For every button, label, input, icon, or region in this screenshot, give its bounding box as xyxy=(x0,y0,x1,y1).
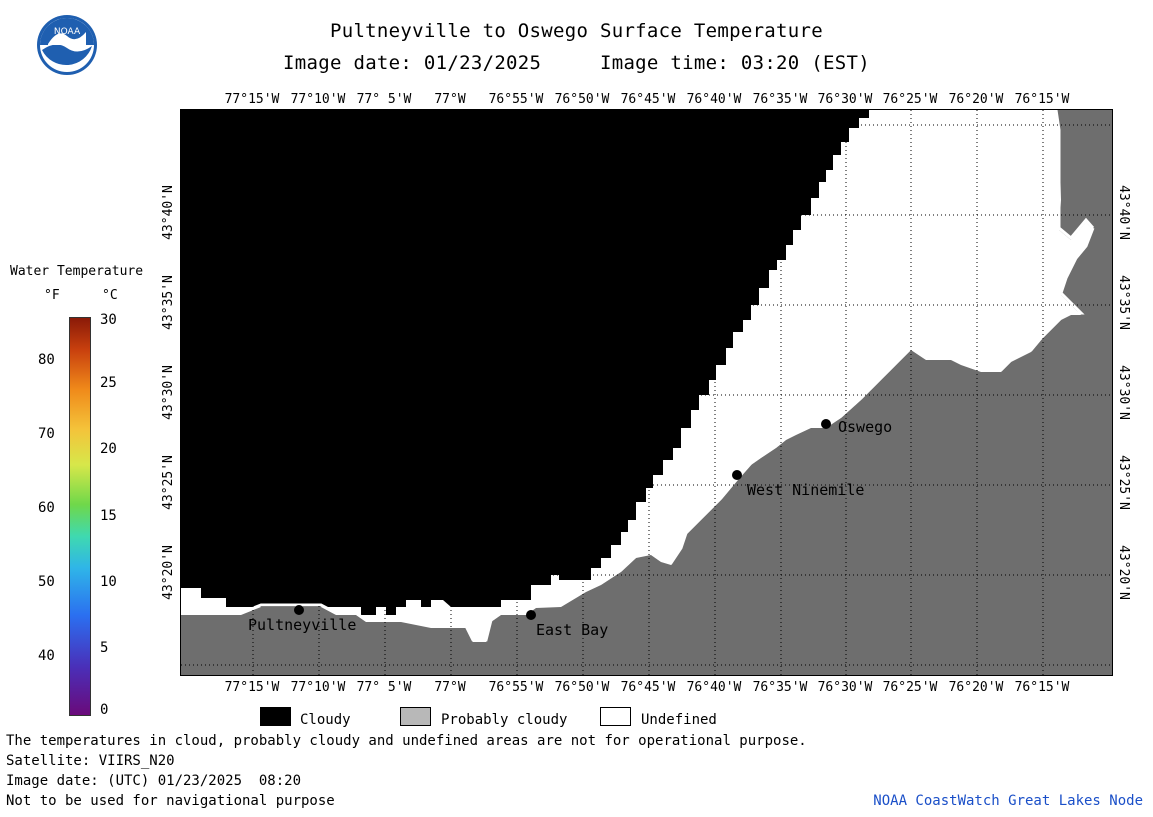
place-label-west-ninemile: West Ninemile xyxy=(747,481,865,499)
map-canvas xyxy=(181,110,1112,675)
c-tick: 25 xyxy=(100,375,117,391)
lon-label: 76°15'W xyxy=(1014,92,1070,107)
lon-label: 76°40'W xyxy=(686,680,742,695)
legend-label-undefined: Undefined xyxy=(641,712,717,728)
lon-label: 77°10'W xyxy=(290,92,346,107)
lon-label: 77°15'W xyxy=(224,680,280,695)
lat-label: 43°40'N xyxy=(160,185,176,240)
f-tick: 60 xyxy=(38,500,55,516)
c-tick: 30 xyxy=(100,312,117,328)
place-marker-oswego xyxy=(821,419,831,429)
legend-swatch-probably-cloudy xyxy=(400,707,431,726)
place-marker-east-bay xyxy=(526,610,536,620)
f-tick: 40 xyxy=(38,648,55,664)
lon-label: 76°30'W xyxy=(817,680,873,695)
place-label-oswego: Oswego xyxy=(838,418,893,436)
lon-label: 76°45'W xyxy=(620,680,676,695)
lon-label: 77°10'W xyxy=(290,680,346,695)
lon-label: 76°30'W xyxy=(817,92,873,107)
footer-note: The temperatures in cloud, probably clou… xyxy=(6,733,807,749)
place-marker-pultneyville xyxy=(294,605,304,615)
image-date-time: Image date: 01/23/2025 Image time: 03:20… xyxy=(283,52,870,74)
f-tick: 80 xyxy=(38,352,55,368)
f-tick: 70 xyxy=(38,426,55,442)
lon-label: 77° 5'W xyxy=(356,92,412,107)
c-tick: 5 xyxy=(100,640,109,656)
place-marker-west-ninemile xyxy=(732,470,742,480)
lon-label: 77°W xyxy=(434,92,466,107)
footer-nav-warning: Not to be used for navigational purpose xyxy=(6,793,335,809)
lat-label: 43°30'N xyxy=(1115,365,1131,420)
place-label-east-bay: East Bay xyxy=(536,621,609,639)
map-title: Pultneyville to Oswego Surface Temperatu… xyxy=(329,20,824,42)
graticule xyxy=(181,110,1112,675)
lat-label: 43°20'N xyxy=(1115,545,1131,600)
c-tick: 20 xyxy=(100,441,117,457)
lon-label: 76°20'W xyxy=(948,92,1004,107)
footer-satellite: Satellite: VIIRS_N20 xyxy=(6,753,175,769)
legend-swatch-cloudy xyxy=(260,707,291,726)
lon-label: 76°50'W xyxy=(554,680,610,695)
coastline-east xyxy=(1054,110,1095,241)
legend-swatch-undefined xyxy=(600,707,631,726)
unit-fahrenheit: °F xyxy=(44,288,60,303)
lat-label: 43°35'N xyxy=(1115,275,1131,330)
unit-celsius: °C xyxy=(102,288,118,303)
lon-label: 76°40'W xyxy=(686,92,742,107)
lon-label: 76°25'W xyxy=(882,680,938,695)
legend-label-probably-cloudy: Probably cloudy xyxy=(441,712,568,728)
lat-label: 43°20'N xyxy=(160,545,176,600)
lon-label: 77° 5'W xyxy=(356,680,412,695)
footer-utc-date: Image date: (UTC) 01/23/2025 08:20 xyxy=(6,773,302,789)
f-tick: 50 xyxy=(38,574,55,590)
lat-label: 43°30'N xyxy=(160,365,176,420)
surface-temperature-map xyxy=(180,109,1113,676)
lon-label: 76°45'W xyxy=(620,92,676,107)
place-label-pultneyville: Pultneyville xyxy=(248,616,357,634)
lon-label: 76°15'W xyxy=(1014,680,1070,695)
lon-label: 77°W xyxy=(434,680,466,695)
c-tick: 10 xyxy=(100,574,117,590)
lon-label: 76°55'W xyxy=(488,680,544,695)
land-area xyxy=(181,110,1112,675)
lon-label: 76°55'W xyxy=(488,92,544,107)
lon-labels-top: 77°15'W 77°10'W 77° 5'W 77°W 76°55'W 76°… xyxy=(0,92,1153,108)
lon-label: 76°35'W xyxy=(752,680,808,695)
svg-text:NOAA: NOAA xyxy=(54,27,81,37)
lon-label: 77°15'W xyxy=(224,92,280,107)
colorbar-title: Water Temperature xyxy=(10,264,144,279)
noaa-logo-icon: NOAA xyxy=(36,14,98,76)
lat-label: 43°25'N xyxy=(1115,455,1131,510)
footer-credit: NOAA CoastWatch Great Lakes Node xyxy=(873,793,1143,809)
legend-label-cloudy: Cloudy xyxy=(300,712,351,728)
lon-label: 76°20'W xyxy=(948,680,1004,695)
c-tick: 0 xyxy=(100,702,109,718)
lat-label: 43°40'N xyxy=(1115,185,1131,240)
lat-label: 43°35'N xyxy=(160,275,176,330)
lon-label: 76°35'W xyxy=(752,92,808,107)
lon-label: 76°50'W xyxy=(554,92,610,107)
temperature-colorbar xyxy=(69,317,91,716)
coastline xyxy=(181,227,1095,642)
lon-labels-bottom: 77°15'W 77°10'W 77° 5'W 77°W 76°55'W 76°… xyxy=(0,680,1153,696)
lon-label: 76°25'W xyxy=(882,92,938,107)
c-tick: 15 xyxy=(100,508,117,524)
lat-label: 43°25'N xyxy=(160,455,176,510)
cloudy-area xyxy=(181,110,869,615)
